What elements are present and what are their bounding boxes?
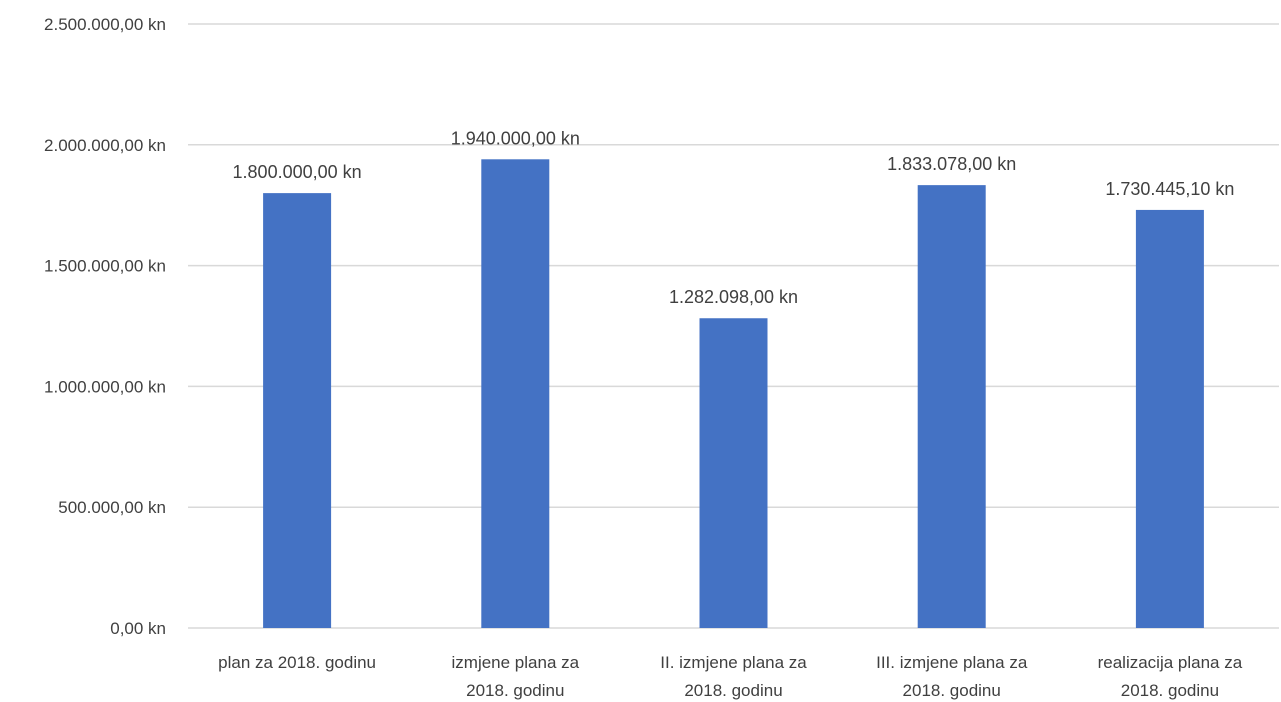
data-label: 1.730.445,10 kn xyxy=(1105,179,1234,199)
category-label: izmjene plana za xyxy=(452,653,580,672)
x-axis-category-labels: plan za 2018. godinu izmjene plana za 2018… xyxy=(218,653,1243,700)
data-label: 1.800.000,00 kn xyxy=(233,162,362,182)
bar xyxy=(699,318,768,628)
data-label: 1.833.078,00 kn xyxy=(887,154,1016,174)
data-labels: 1.800.000,00 kn 1.940.000,00 kn 1.282.098,… xyxy=(233,128,1235,307)
category-label: III. izmjene plana za xyxy=(876,653,1028,672)
y-tick-label: 500.000,00 kn xyxy=(58,498,166,517)
y-tick-label: 1.000.000,00 kn xyxy=(44,377,166,396)
category-label: 2018. godinu xyxy=(903,681,1001,700)
bar xyxy=(917,185,986,628)
data-label: 1.940.000,00 kn xyxy=(451,128,580,148)
category-label: II. izmjene plana za xyxy=(660,653,807,672)
category-label: 2018. godinu xyxy=(466,681,564,700)
category-label: plan za 2018. godinu xyxy=(218,653,376,672)
category-label: realizacija plana za xyxy=(1098,653,1243,672)
data-label: 1.282.098,00 kn xyxy=(669,287,798,307)
y-tick-label: 2.500.000,00 kn xyxy=(44,15,166,34)
bar xyxy=(1135,209,1204,628)
bar xyxy=(263,193,332,628)
y-tick-label: 1.500.000,00 kn xyxy=(44,257,166,276)
category-label: 2018. godinu xyxy=(684,681,782,700)
y-tick-label: 0,00 kn xyxy=(110,619,166,638)
y-tick-label: 2.000.000,00 kn xyxy=(44,136,166,155)
category-label: 2018. godinu xyxy=(1121,681,1219,700)
bars xyxy=(263,159,1204,628)
y-axis-tick-labels: 0,00 kn 500.000,00 kn 1.000.000,00 kn 1.500… xyxy=(44,15,166,638)
bar xyxy=(481,159,550,628)
